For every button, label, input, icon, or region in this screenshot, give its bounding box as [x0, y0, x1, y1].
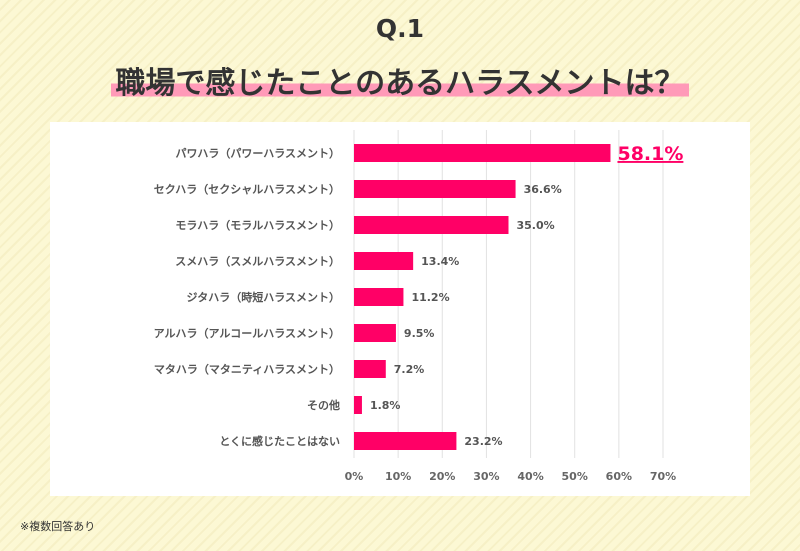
category-label: アルハラ（アルコールハラスメント） [154, 327, 340, 340]
bar [354, 396, 362, 414]
category-label: その他 [307, 398, 340, 412]
x-tick-label: 70% [650, 470, 676, 483]
x-tick-label: 10% [385, 470, 411, 483]
category-label: モラハラ（モラルハラスメント） [175, 219, 340, 232]
bar [354, 144, 611, 162]
bar-chart: 0% 10% 20% 30% 40% 50% 60% 70% パワハラ（パワーハラスメント） 58… [154, 130, 683, 483]
category-label: マタハラ（マタニティハラスメント） [154, 363, 340, 376]
category-label: スメハラ（スメルハラスメント） [175, 255, 340, 268]
x-tick-label: 50% [562, 470, 588, 483]
bar [354, 180, 516, 198]
page-title: 職場で感じたことのあるハラスメントは？ [111, 58, 689, 102]
bar [354, 252, 414, 270]
bar [354, 324, 396, 342]
category-label: ジタハラ（時短ハラスメント） [186, 290, 340, 304]
data-label: 1.8% [370, 399, 401, 412]
bar [354, 360, 386, 378]
data-label: 23.2% [464, 435, 502, 448]
x-tick-label: 60% [606, 470, 632, 483]
data-label: 58.1% [617, 143, 683, 165]
data-label: 11.2% [411, 291, 449, 304]
bar [354, 288, 404, 306]
category-label: セクハラ（セクシャルハラスメント） [154, 183, 340, 196]
x-tick-label: 30% [473, 470, 499, 483]
x-tick-label: 20% [429, 470, 455, 483]
bar [354, 432, 457, 450]
x-tick-label: 0% [345, 470, 364, 483]
data-label: 9.5% [404, 327, 435, 340]
bar [354, 216, 509, 234]
data-label: 13.4% [421, 255, 459, 268]
data-label: 35.0% [517, 219, 555, 232]
chart-panel: 0% 10% 20% 30% 40% 50% 60% 70% パワハラ（パワーハラスメント） 58… [50, 122, 750, 496]
x-tick-label: 40% [517, 470, 543, 483]
question-number: Q.1 [375, 14, 425, 43]
category-label: パワハラ（パワーハラスメント） [176, 147, 340, 160]
footnote: ※複数回答あり [20, 520, 96, 533]
data-label: 7.2% [394, 363, 425, 376]
category-label: とくに感じたことはない [219, 434, 340, 448]
data-label: 36.6% [524, 183, 562, 196]
